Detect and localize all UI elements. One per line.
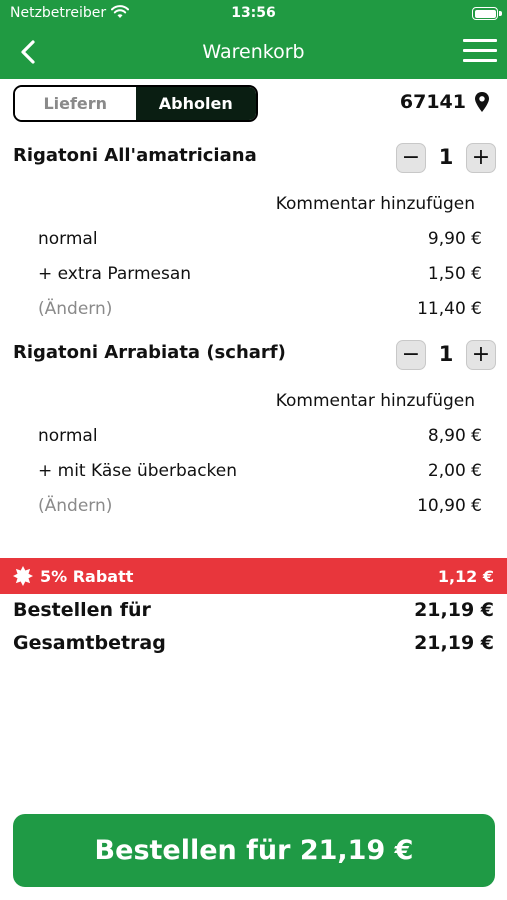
location-pin-icon <box>475 92 489 112</box>
add-comment-link[interactable]: Kommentar hinzufügen <box>275 391 475 411</box>
item-extra-row: + extra Parmesan 1,50 € <box>38 264 482 284</box>
discount-amount: 1,12 € <box>437 567 494 586</box>
decrease-quantity-button[interactable]: − <box>396 340 426 370</box>
quantity-stepper: − 1 + <box>396 340 496 372</box>
discount-label: 5% Rabatt <box>40 567 134 586</box>
order-for-row: Bestellen für 21,19 € <box>13 599 494 621</box>
cart-item-name: Rigatoni Arrabiata (scharf) <box>13 342 286 363</box>
location-zip[interactable]: 67141 <box>400 91 490 113</box>
extra-price: 2,00 € <box>427 461 482 481</box>
wifi-icon <box>111 5 129 18</box>
total-value: 21,19 € <box>414 632 494 654</box>
hamburger-menu-icon[interactable] <box>463 39 497 65</box>
change-item-link[interactable]: (Ändern) <box>38 299 113 319</box>
extra-price: 1,50 € <box>427 264 482 284</box>
item-subtotal: 10,90 € <box>417 496 482 516</box>
item-subtotal-row: (Ändern) 10,90 € <box>38 496 482 516</box>
option-price: 9,90 € <box>427 229 482 249</box>
increase-quantity-button[interactable]: + <box>466 340 496 370</box>
nav-bar: Warenkorb <box>0 27 507 79</box>
quantity-stepper: − 1 + <box>396 143 496 175</box>
increase-quantity-button[interactable]: + <box>466 143 496 173</box>
quantity-value: 1 <box>438 145 454 169</box>
order-for-label: Bestellen für <box>13 599 151 621</box>
extra-label: + extra Parmesan <box>38 264 192 284</box>
option-label: normal <box>38 229 98 249</box>
carrier-name: Netzbetreiber <box>10 5 107 21</box>
change-item-link[interactable]: (Ändern) <box>38 496 113 516</box>
item-option-row: normal 8,90 € <box>38 426 482 446</box>
quantity-value: 1 <box>438 342 454 366</box>
zip-code: 67141 <box>399 91 466 113</box>
discount-badge-icon <box>13 566 33 586</box>
battery-tip <box>499 11 502 16</box>
cart-item-name: Rigatoni All'amatriciana <box>13 145 257 166</box>
total-row: Gesamtbetrag 21,19 € <box>13 632 494 654</box>
item-extra-row: + mit Käse überbacken 2,00 € <box>38 461 482 481</box>
order-for-value: 21,19 € <box>414 599 494 621</box>
deliver-option[interactable]: Liefern <box>15 87 136 120</box>
checkout-button[interactable]: Bestellen für 21,19 € <box>13 814 495 887</box>
item-subtotal-row: (Ändern) 11,40 € <box>38 299 482 319</box>
battery-icon <box>472 7 498 20</box>
discount-bar: 5% Rabatt 1,12 € <box>0 558 507 594</box>
back-chevron-icon[interactable] <box>14 37 44 67</box>
item-subtotal: 11,40 € <box>417 299 482 319</box>
total-label: Gesamtbetrag <box>13 632 166 654</box>
pickup-option[interactable]: Abholen <box>135 87 256 120</box>
extra-label: + mit Käse überbacken <box>38 461 238 481</box>
page-title: Warenkorb <box>202 41 305 63</box>
clock: 13:56 <box>231 5 276 21</box>
add-comment-link[interactable]: Kommentar hinzufügen <box>275 194 475 214</box>
option-price: 8,90 € <box>427 426 482 446</box>
decrease-quantity-button[interactable]: − <box>396 143 426 173</box>
option-label: normal <box>38 426 98 446</box>
delivery-mode-toggle: Liefern Abholen <box>13 85 258 122</box>
status-bar: Netzbetreiber 13:56 <box>0 0 507 27</box>
item-option-row: normal 9,90 € <box>38 229 482 249</box>
